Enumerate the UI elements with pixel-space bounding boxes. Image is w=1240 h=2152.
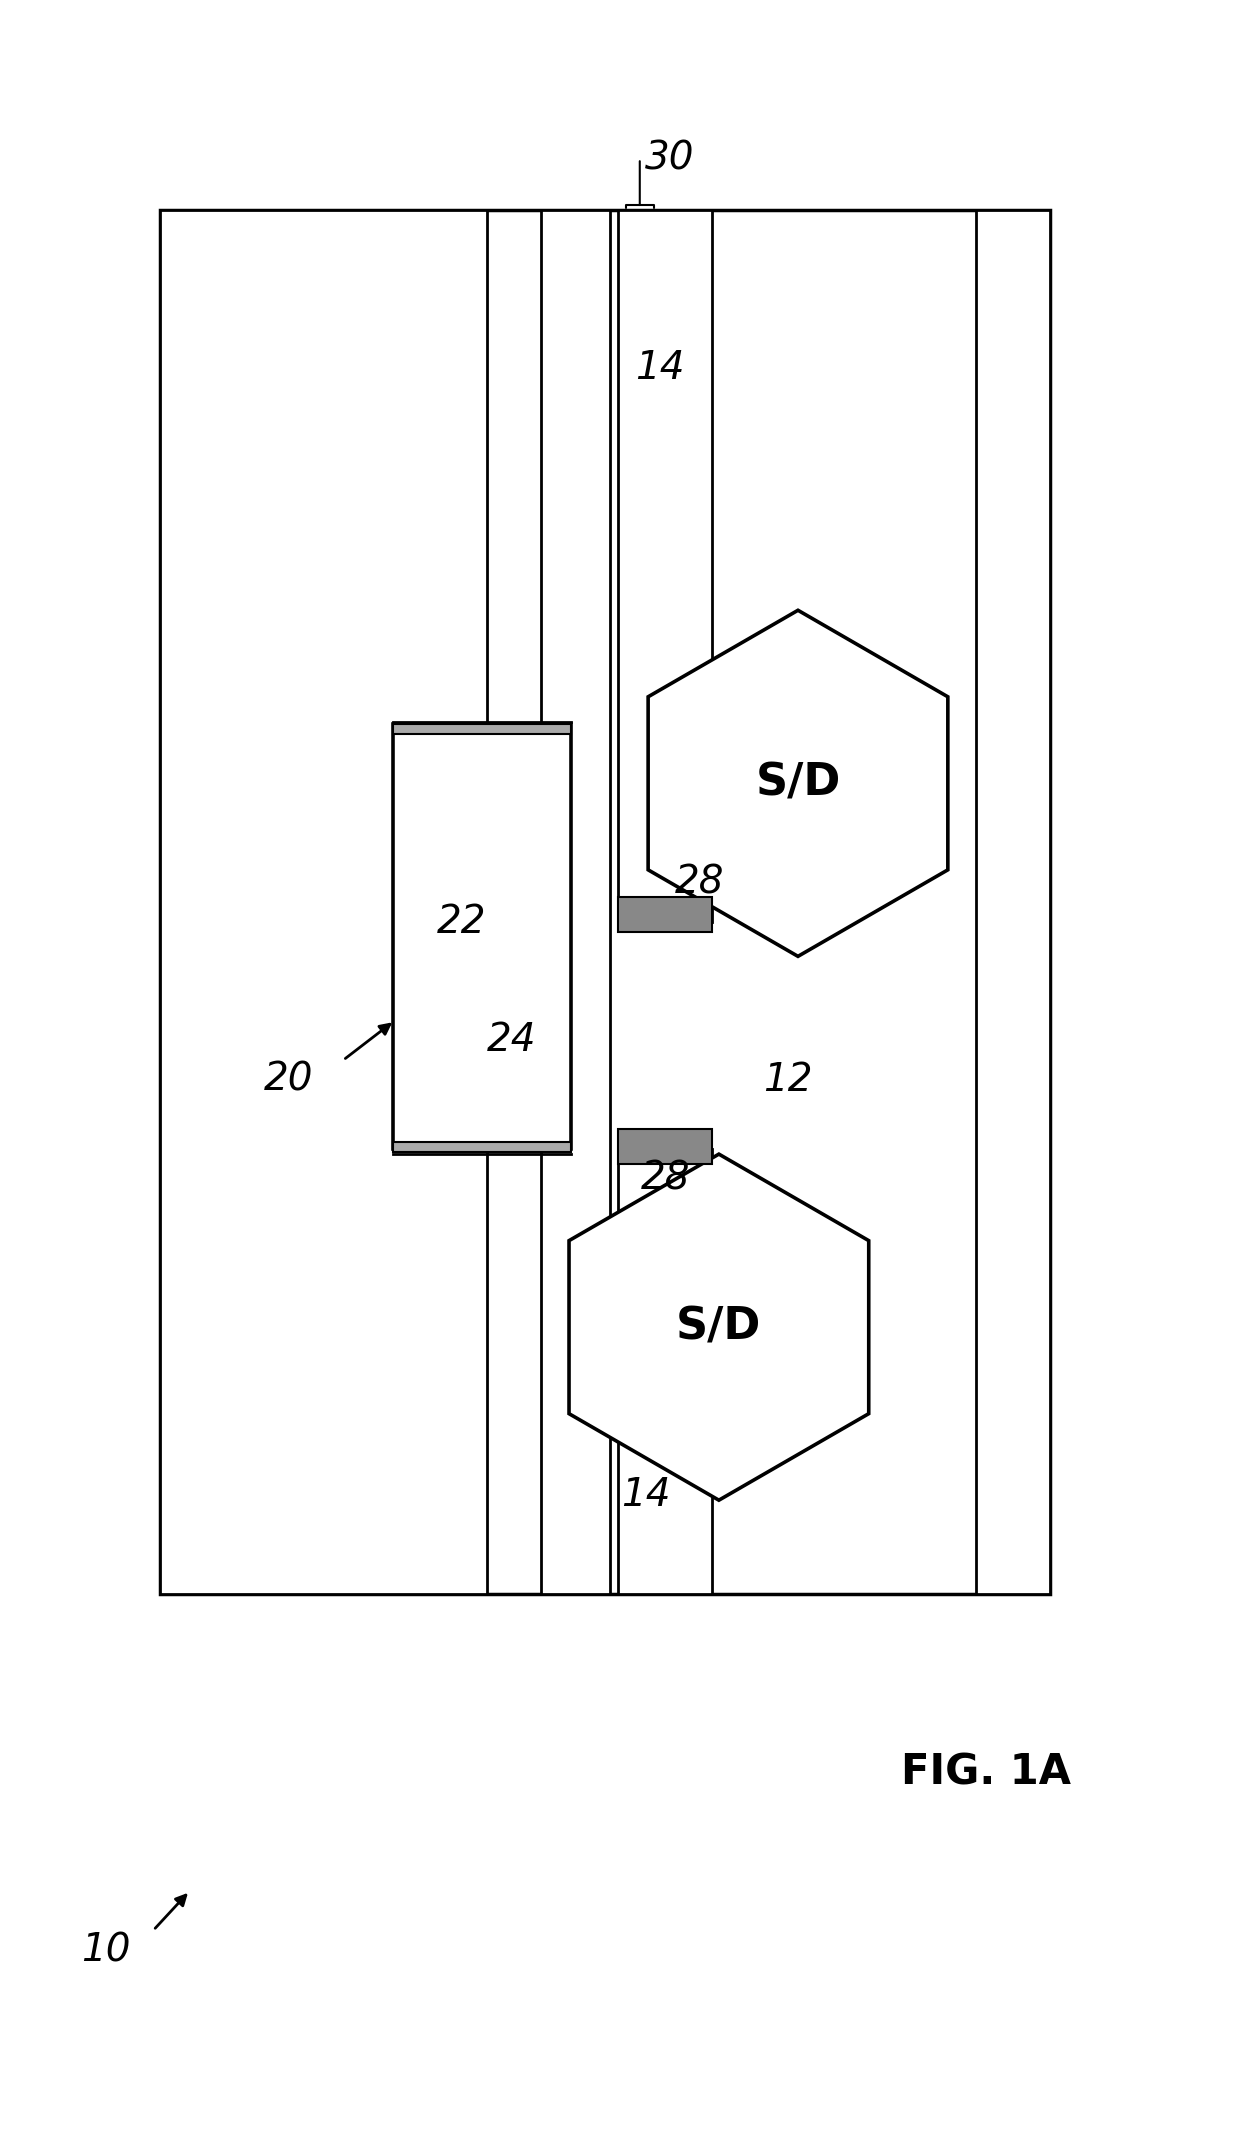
- Text: 30: 30: [645, 140, 694, 176]
- Text: 12: 12: [764, 1061, 813, 1100]
- Bar: [393, 1143, 570, 1151]
- Text: 28: 28: [641, 1160, 691, 1199]
- Polygon shape: [976, 209, 1050, 1595]
- Text: 28: 28: [675, 863, 724, 902]
- Polygon shape: [541, 209, 610, 1595]
- Polygon shape: [618, 897, 712, 932]
- Text: 24: 24: [486, 1022, 536, 1059]
- Bar: [618, 209, 712, 921]
- Text: 10: 10: [81, 1930, 130, 1969]
- Text: 14: 14: [635, 349, 684, 387]
- Text: 14: 14: [621, 1476, 671, 1515]
- Bar: [618, 1149, 712, 1595]
- Polygon shape: [569, 1153, 869, 1500]
- Text: S/D: S/D: [755, 762, 841, 805]
- Text: 20: 20: [264, 1061, 314, 1100]
- Bar: [160, 209, 1050, 1595]
- Text: FIG. 1A: FIG. 1A: [900, 1752, 1071, 1793]
- Bar: [393, 723, 570, 1149]
- Bar: [160, 209, 486, 1595]
- Text: 22: 22: [436, 902, 486, 940]
- Text: S/D: S/D: [676, 1306, 761, 1349]
- Bar: [393, 723, 570, 734]
- Polygon shape: [618, 1130, 712, 1164]
- Polygon shape: [649, 611, 947, 955]
